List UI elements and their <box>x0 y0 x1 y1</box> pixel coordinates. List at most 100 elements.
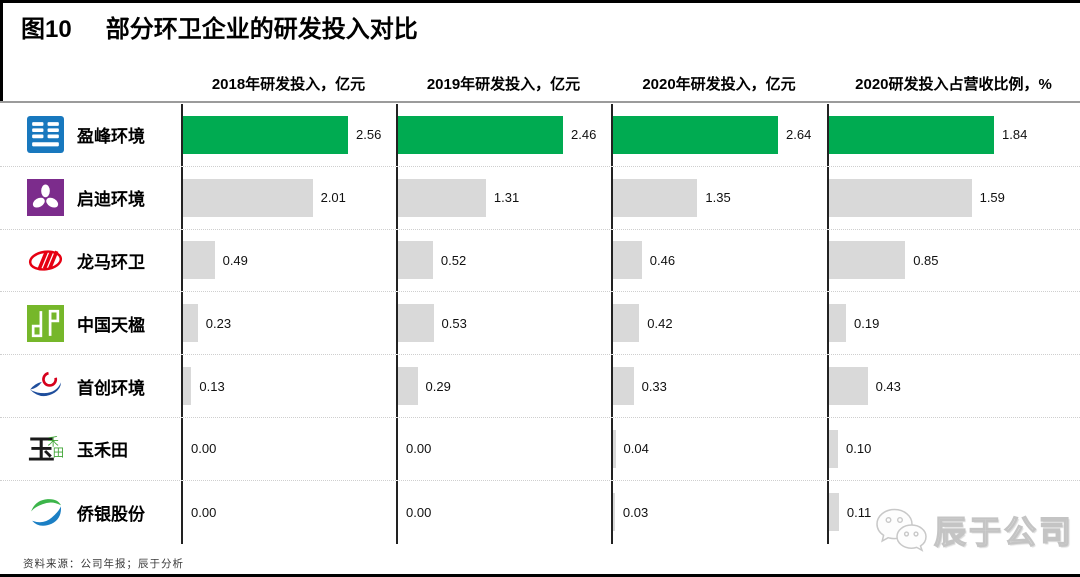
bar-cell: 0.00 <box>181 417 396 480</box>
company-row: 盈峰环境 2.56 2.46 2.64 1.84 <box>0 104 1080 167</box>
company-row: 启迪环境 2.01 1.31 1.35 1.59 <box>0 166 1080 230</box>
figure-title: 图10 部分环卫企业的研发投入对比 <box>21 9 418 44</box>
company-name: 首创环境 <box>77 378 145 398</box>
company-label-cell: 龙马环卫 <box>0 230 181 292</box>
header-underline <box>0 101 1080 103</box>
bar-value-label: 0.13 <box>199 378 225 394</box>
bar-cell: 0.29 <box>396 355 611 417</box>
qiaoyin-logo-icon <box>27 494 64 531</box>
bar-cell: 0.33 <box>611 355 827 417</box>
column-headers: 2018年研发投入，亿元 2019年研发投入，亿元 2020年研发投入，亿元 2… <box>0 70 1080 101</box>
bar <box>398 241 433 280</box>
left-border <box>0 0 3 101</box>
bar-cell: 0.19 <box>827 292 1080 355</box>
bar <box>398 304 434 343</box>
bar-cell: 0.53 <box>396 292 611 355</box>
company-name: 盈峰环境 <box>77 127 145 147</box>
bar-value-label: 2.64 <box>786 127 812 143</box>
bar <box>829 178 972 217</box>
bar <box>829 304 846 343</box>
bar <box>183 304 198 343</box>
bar-cell: 0.04 <box>611 417 827 480</box>
qidi-logo-icon <box>27 179 64 217</box>
company-label-cell: 盈峰环境 <box>0 104 181 166</box>
bar <box>183 178 313 217</box>
chart-rows: 盈峰环境 2.56 2.46 2.64 1.84 启迪环境 2.01 1.31 1.35 1.59… <box>0 104 1080 544</box>
yuhetian-logo-icon: 玉禾田 <box>27 430 64 467</box>
bar-cell: 1.84 <box>827 104 1080 166</box>
company-row: 龙马环卫 0.49 0.52 0.46 0.85 <box>0 229 1080 293</box>
bar <box>829 241 906 280</box>
company-row: 玉禾田玉禾田 0.00 0.00 0.04 0.10 <box>0 417 1080 481</box>
watermark: 辰于公司 <box>874 507 1074 553</box>
company-name: 侨银股份 <box>77 504 145 524</box>
company-name: 启迪环境 <box>77 190 145 210</box>
bar-cell: 1.35 <box>611 166 827 229</box>
bar <box>829 493 839 532</box>
bar-value-label: 1.59 <box>979 190 1005 206</box>
bar <box>183 367 192 406</box>
bottom-border <box>0 574 1080 577</box>
company-row: 首创环境 0.13 0.29 0.33 0.43 <box>0 355 1080 418</box>
bar <box>829 429 838 468</box>
company-label-cell: 启迪环境 <box>0 167 181 229</box>
bar-cell: 0.43 <box>827 355 1080 417</box>
bar-value-label: 0.53 <box>441 315 467 331</box>
bar-value-label: 0.19 <box>854 315 880 331</box>
bar-cell: 0.42 <box>611 292 827 355</box>
bar-value-label: 0.04 <box>623 441 649 457</box>
bar <box>613 367 634 406</box>
bar-value-label: 0.23 <box>205 315 232 331</box>
bar-value-label: 2.46 <box>571 127 597 143</box>
bar-cell: 0.03 <box>611 480 827 544</box>
company-row: 侨银股份 0.00 0.00 0.03 0.11 <box>0 480 1080 544</box>
tianying-logo-icon <box>27 304 64 342</box>
yingfeng-logo-icon <box>27 116 64 154</box>
company-row: 中国天楹 0.23 0.53 0.42 0.19 <box>0 292 1080 356</box>
bar-value-label: 0.00 <box>406 504 432 520</box>
bar-value-label: 0.29 <box>425 378 451 394</box>
company-name: 中国天楹 <box>77 315 145 335</box>
bar-value-label: 0.00 <box>191 504 217 520</box>
svg-text:田: 田 <box>53 448 64 460</box>
bar-value-label: 0.85 <box>913 252 939 268</box>
top-border <box>0 0 1080 3</box>
bar <box>829 367 868 406</box>
bar-cell: 0.52 <box>396 229 611 292</box>
company-name: 龙马环卫 <box>77 252 145 272</box>
bar-cell: 0.49 <box>181 229 396 292</box>
bar <box>613 241 642 280</box>
bar-cell: 0.10 <box>827 417 1080 480</box>
watermark-text: 辰于公司 <box>933 513 1074 550</box>
bar <box>613 304 640 343</box>
bar-value-label: 0.46 <box>649 252 676 268</box>
company-label-cell: 玉禾田玉禾田 <box>0 418 181 480</box>
bar-cell: 0.46 <box>611 229 827 292</box>
label-column-spacer <box>0 94 181 101</box>
bar-value-label: 1.31 <box>493 190 520 206</box>
bar-cell: 0.00 <box>181 480 396 544</box>
bar-value-label: 1.84 <box>1002 127 1028 143</box>
bar-value-label: 0.10 <box>846 441 872 457</box>
source-note: 资料来源：公司年报；辰于分析 <box>23 559 184 570</box>
figure-tag: 图10 <box>21 16 72 43</box>
bar <box>398 367 418 406</box>
longma-logo-icon <box>27 242 64 279</box>
company-label-cell: 中国天楹 <box>0 292 181 354</box>
bar-value-label: 0.03 <box>622 504 649 520</box>
bar-value-label: 0.00 <box>406 441 432 457</box>
svg-text:玉: 玉 <box>28 435 55 465</box>
bar-value-label: 2.01 <box>320 190 346 206</box>
bar <box>613 493 615 532</box>
bar-value-label: 0.52 <box>440 252 467 268</box>
bar-cell: 2.01 <box>181 166 396 229</box>
bar-cell: 0.11 <box>827 480 1080 544</box>
bar-cell: 2.46 <box>396 104 611 166</box>
bar-value-label: 0.11 <box>846 504 872 520</box>
column-header-2018: 2018年研发投入，亿元 <box>211 76 366 93</box>
bar-cell: 2.64 <box>611 104 827 166</box>
shouchuang-logo-icon <box>27 368 64 405</box>
bar-cell: 1.59 <box>827 166 1080 229</box>
bar-cell: 0.00 <box>396 480 611 544</box>
